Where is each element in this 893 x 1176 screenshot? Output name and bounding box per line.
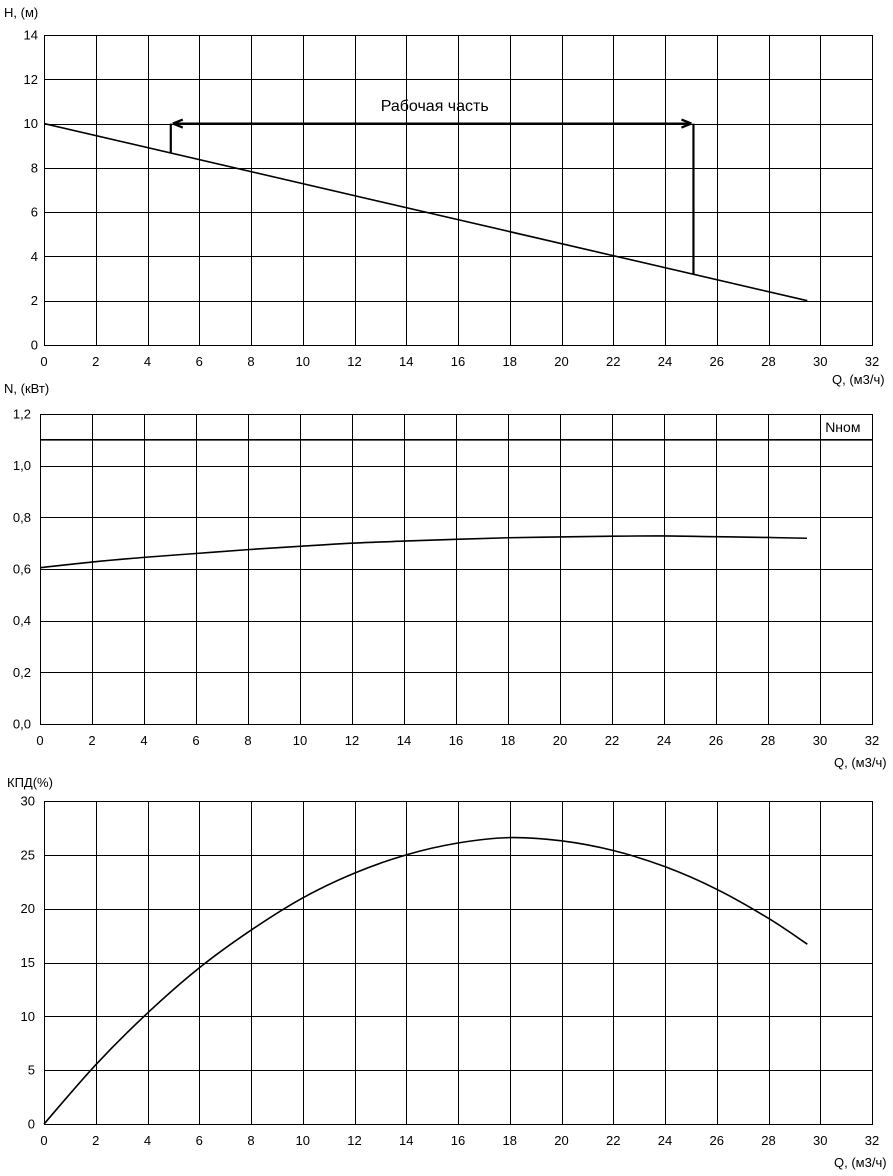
efficiency-chart: 0 2 4 6 8 10 12 14 16 18 20 22 24 26 28 30 3205101520253… [7, 775, 887, 1170]
x-tick-label: 16 [451, 1133, 465, 1148]
plot-frame [44, 801, 873, 1125]
x-tick-label: 4 [144, 354, 151, 369]
x-tick-label: 2 [92, 1133, 99, 1148]
x-tick-label: 12 [345, 733, 359, 748]
x-tick-label: 2 [92, 354, 99, 369]
y-tick-label: 0 [31, 338, 38, 353]
y-axis-label: КПД(%) [7, 775, 53, 790]
y-tick-label: 2 [31, 293, 38, 308]
x-axis-label: Q, (м3/ч) [834, 755, 887, 770]
y-tick-label: 0,8 [13, 510, 31, 525]
x-tick-label: 10 [293, 733, 307, 748]
power-chart: 0 2 4 6 8 10 12 14 16 18 20 22 24 26 28 30 320,00,20,40,… [4, 381, 887, 770]
range-arrow-right-head [681, 118, 692, 129]
series-line [43, 836, 808, 1125]
y-axis-label: H, (м) [4, 5, 38, 20]
x-tick-label: 14 [397, 733, 411, 748]
x-axis-label: Q, (м3/ч) [832, 372, 885, 387]
y-tick-label: 6 [31, 205, 38, 220]
x-tick-label: 12 [347, 354, 361, 369]
x-tick-label: 16 [451, 354, 465, 369]
x-tick-label: 22 [605, 733, 619, 748]
x-tick-label: 10 [296, 1133, 310, 1148]
x-tick-label: 4 [140, 733, 147, 748]
x-tick-label: 4 [144, 1133, 151, 1148]
x-tick-label: 32 [865, 1133, 879, 1148]
x-tick-label: 14 [399, 1133, 413, 1148]
x-tick-label: 30 [813, 354, 827, 369]
y-tick-label: 0,0 [13, 717, 31, 732]
y-tick-label: 14 [24, 28, 38, 43]
y-tick-label: 10 [21, 1009, 35, 1024]
x-tick-label: 20 [554, 1133, 568, 1148]
x-tick-label: 6 [196, 1133, 203, 1148]
y-tick-label: 8 [31, 160, 38, 175]
x-tick-label: 22 [606, 1133, 620, 1148]
y-tick-label: 0,6 [13, 562, 31, 577]
x-tick-label: 24 [658, 354, 672, 369]
x-tick-label: 18 [503, 1133, 517, 1148]
x-tick-label: 16 [449, 733, 463, 748]
x-tick-label: 26 [709, 733, 723, 748]
y-tick-label: 5 [28, 1063, 35, 1078]
x-tick-label: 28 [761, 1133, 775, 1148]
head-chart: 0 2 4 6 8 10 12 14 16 18 20 22 24 26 28 30 3202468101214… [4, 5, 885, 387]
plot-frame [40, 414, 873, 725]
x-tick-label: 28 [761, 354, 775, 369]
y-tick-label: 0,2 [13, 665, 31, 680]
series-label: Nном [825, 419, 860, 435]
x-tick-label: 2 [88, 733, 95, 748]
y-tick-label: 1,2 [13, 407, 31, 422]
y-tick-label: 12 [24, 72, 38, 87]
y-tick-label: 30 [21, 794, 35, 809]
x-tick-label: 0 [40, 354, 47, 369]
x-tick-label: 18 [501, 733, 515, 748]
x-tick-label: 30 [813, 1133, 827, 1148]
x-tick-label: 26 [710, 1133, 724, 1148]
y-tick-label: 0,4 [13, 613, 31, 628]
plot-frame [44, 35, 873, 346]
x-tick-label: 14 [399, 354, 413, 369]
y-tick-label: 0 [28, 1117, 35, 1132]
x-tick-label: 8 [244, 733, 251, 748]
x-axis-label: Q, (м3/ч) [834, 1155, 887, 1170]
x-tick-label: 26 [710, 354, 724, 369]
y-tick-label: 15 [21, 955, 35, 970]
x-tick-label: 0 [40, 1133, 47, 1148]
x-tick-label: 24 [657, 733, 671, 748]
range-arrow-left-head [172, 118, 184, 129]
series-line [39, 535, 808, 569]
x-tick-label: 8 [247, 1133, 254, 1148]
series-line [43, 122, 808, 302]
x-tick-label: 0 [36, 733, 43, 748]
x-tick-label: 6 [192, 733, 199, 748]
x-tick-label: 32 [865, 733, 879, 748]
x-tick-label: 12 [347, 1133, 361, 1148]
y-tick-label: 4 [31, 249, 38, 264]
x-tick-label: 24 [658, 1133, 672, 1148]
x-tick-label: 8 [247, 354, 254, 369]
y-axis-label: N, (кВт) [4, 381, 49, 396]
x-tick-label: 10 [296, 354, 310, 369]
x-tick-label: 20 [554, 354, 568, 369]
x-tick-label: 18 [503, 354, 517, 369]
x-tick-label: 32 [865, 354, 879, 369]
y-tick-label: 1,0 [13, 458, 31, 473]
y-tick-label: 25 [21, 847, 35, 862]
x-tick-label: 30 [813, 733, 827, 748]
y-tick-label: 10 [24, 116, 38, 131]
range-annotation-label: Рабочая часть [381, 98, 489, 115]
x-tick-label: 28 [761, 733, 775, 748]
y-tick-label: 20 [21, 901, 35, 916]
x-tick-label: 22 [606, 354, 620, 369]
x-tick-label: 6 [196, 354, 203, 369]
x-tick-label: 20 [553, 733, 567, 748]
